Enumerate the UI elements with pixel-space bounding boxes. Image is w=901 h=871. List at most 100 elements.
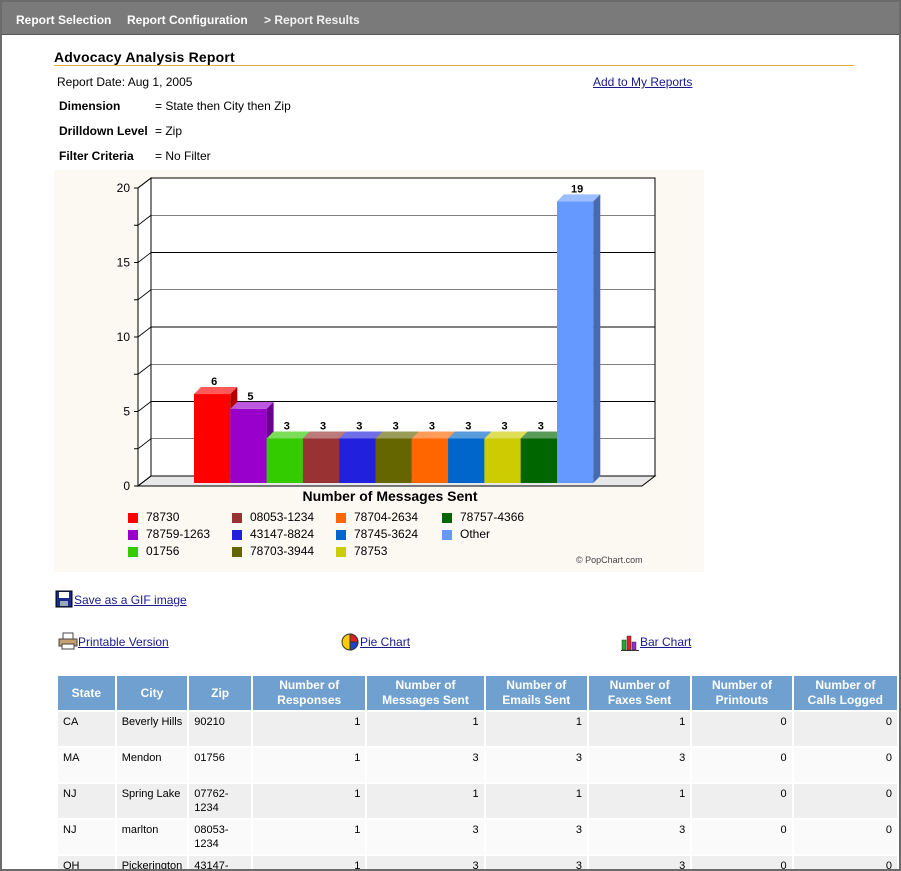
table-cell: 3 xyxy=(367,856,484,869)
legend-label: 78704-2634 xyxy=(354,510,419,524)
y-tick-label: 10 xyxy=(117,330,131,344)
drilldown-label: Drilldown Level xyxy=(59,124,148,138)
bar-value-label: 3 xyxy=(429,421,435,433)
column-header: Number of Emails Sent xyxy=(485,676,587,710)
legend-swatch xyxy=(232,513,242,523)
dimension-label: Dimension xyxy=(59,99,121,113)
table-cell: 3 xyxy=(588,856,691,869)
column-header: Number of Faxes Sent xyxy=(588,676,691,710)
table-row: MA Mendon 01756 1 3 3 3 0 0 xyxy=(58,748,897,782)
save-as-gif-link[interactable]: Save as a GIF image xyxy=(74,593,187,607)
table-cell: 1 xyxy=(252,856,366,869)
results-table: State City Zip Number of Responses Number of M… xyxy=(56,674,899,869)
table-cell: 1 xyxy=(485,784,587,818)
legend-label: 78745-3624 xyxy=(354,527,419,541)
bar-value-label: 6 xyxy=(211,376,217,388)
y-tick-label: 5 xyxy=(123,405,130,419)
legend-label: 78753 xyxy=(354,544,388,558)
bar-top xyxy=(375,431,419,439)
bar-top xyxy=(448,431,492,439)
chart-tick-mark xyxy=(137,363,152,375)
legend-swatch xyxy=(336,530,346,540)
chart-tick-mark xyxy=(137,252,152,263)
chart-tick-mark xyxy=(137,177,152,189)
bar-top xyxy=(557,194,601,202)
pie-chart-link[interactable]: Pie Chart xyxy=(360,635,411,649)
nav-report-selection[interactable]: Report Selection xyxy=(16,13,112,27)
legend-label: 78757-4366 xyxy=(460,510,525,524)
table-cell: 08053-1234 xyxy=(189,820,251,854)
chart-tick-mark xyxy=(137,475,152,487)
table-cell: Beverly Hills xyxy=(116,712,188,746)
table-cell: Spring Lake xyxy=(116,784,188,818)
y-tick-label: 0 xyxy=(123,479,130,493)
bar-chart-link[interactable]: Bar Chart xyxy=(640,635,692,649)
legend-swatch xyxy=(128,513,138,523)
table-cell: 3 xyxy=(485,748,587,782)
title-divider xyxy=(54,65,854,66)
nav-report-configuration[interactable]: Report Configuration xyxy=(127,13,248,27)
add-to-my-reports-link[interactable]: Add to My Reports xyxy=(593,75,693,89)
column-header-text: Emails Sent xyxy=(502,693,571,707)
pie-chart-icon[interactable] xyxy=(340,632,360,657)
bar-value-label: 5 xyxy=(247,391,253,403)
bar-top xyxy=(266,431,310,439)
legend-label: Other xyxy=(460,527,491,541)
bar-front xyxy=(302,438,340,483)
bar-top xyxy=(411,431,456,439)
column-header-text: City xyxy=(140,685,164,700)
bar-top xyxy=(339,431,383,439)
column-header-text: Number of xyxy=(815,678,876,692)
bar-front xyxy=(557,201,594,484)
bar-78759-1263 xyxy=(230,401,274,483)
legend-swatch xyxy=(336,547,346,557)
bar-chart-svg: 0 5 10 15 20 6 5 3 3 3 3 3 3 3 3 19 Number of Messages … xyxy=(117,176,657,504)
table-cell: 1 xyxy=(252,712,366,746)
legend-swatch xyxy=(232,547,242,557)
column-header: Number of Printouts xyxy=(692,676,792,710)
table-cell: 3 xyxy=(485,856,587,869)
table-cell: CA xyxy=(58,712,115,746)
column-header-text: Faxes Sent xyxy=(607,693,672,707)
printable-version-link[interactable]: Printable Version xyxy=(78,635,169,649)
column-header-text: Zip xyxy=(211,685,230,700)
column-header-text: Number of xyxy=(395,678,456,692)
floppy-disk-icon[interactable] xyxy=(55,590,73,613)
table-cell: OH xyxy=(58,856,115,869)
table-cell: 07762-1234 xyxy=(189,784,251,818)
chart-tick-mark xyxy=(137,289,152,301)
table-cell: 0 xyxy=(793,712,897,746)
legend-label: 01756 xyxy=(146,544,180,558)
bar-chart-icon[interactable] xyxy=(620,632,640,657)
column-header: State xyxy=(58,676,115,710)
table-body: CA Beverly Hills 90210 1 1 1 1 0 0 MA Mendon 01756 1… xyxy=(58,712,897,869)
bar-value-label: 3 xyxy=(501,421,507,433)
page-title: Advocacy Analysis Report xyxy=(54,49,235,65)
filter-label: Filter Criteria xyxy=(59,149,134,163)
printer-icon[interactable] xyxy=(58,632,78,655)
column-header-text: State xyxy=(71,685,102,700)
bar-value-label: 3 xyxy=(284,421,290,433)
table-cell: 0 xyxy=(793,856,897,869)
table-cell: 1 xyxy=(252,748,366,782)
table-cell: 0 xyxy=(793,820,897,854)
legend-swatch xyxy=(128,530,138,540)
table-cell: 3 xyxy=(367,748,484,782)
table-cell: marlton xyxy=(116,820,188,854)
table-cell: 1 xyxy=(588,784,691,818)
table-cell: 3 xyxy=(485,820,587,854)
legend-label: 78730 xyxy=(146,510,180,524)
table-cell: 43147-8824 xyxy=(189,856,251,869)
table-cell: 01756 xyxy=(189,748,251,782)
bar-front xyxy=(375,438,412,483)
table-header-row: State City Zip Number of Responses Number of M… xyxy=(58,676,897,710)
table-cell: Mendon xyxy=(116,748,188,782)
y-tick-label: 20 xyxy=(117,181,131,195)
legend-swatch xyxy=(128,547,138,557)
column-header: Number of Calls Logged xyxy=(793,676,897,710)
bar-top xyxy=(302,431,347,439)
table-row: NJ marlton 08053-1234 1 3 3 3 0 0 xyxy=(58,820,897,854)
bar-value-label: 19 xyxy=(571,183,583,195)
column-header-text: Number of xyxy=(711,678,772,692)
legend-swatch xyxy=(442,513,452,523)
